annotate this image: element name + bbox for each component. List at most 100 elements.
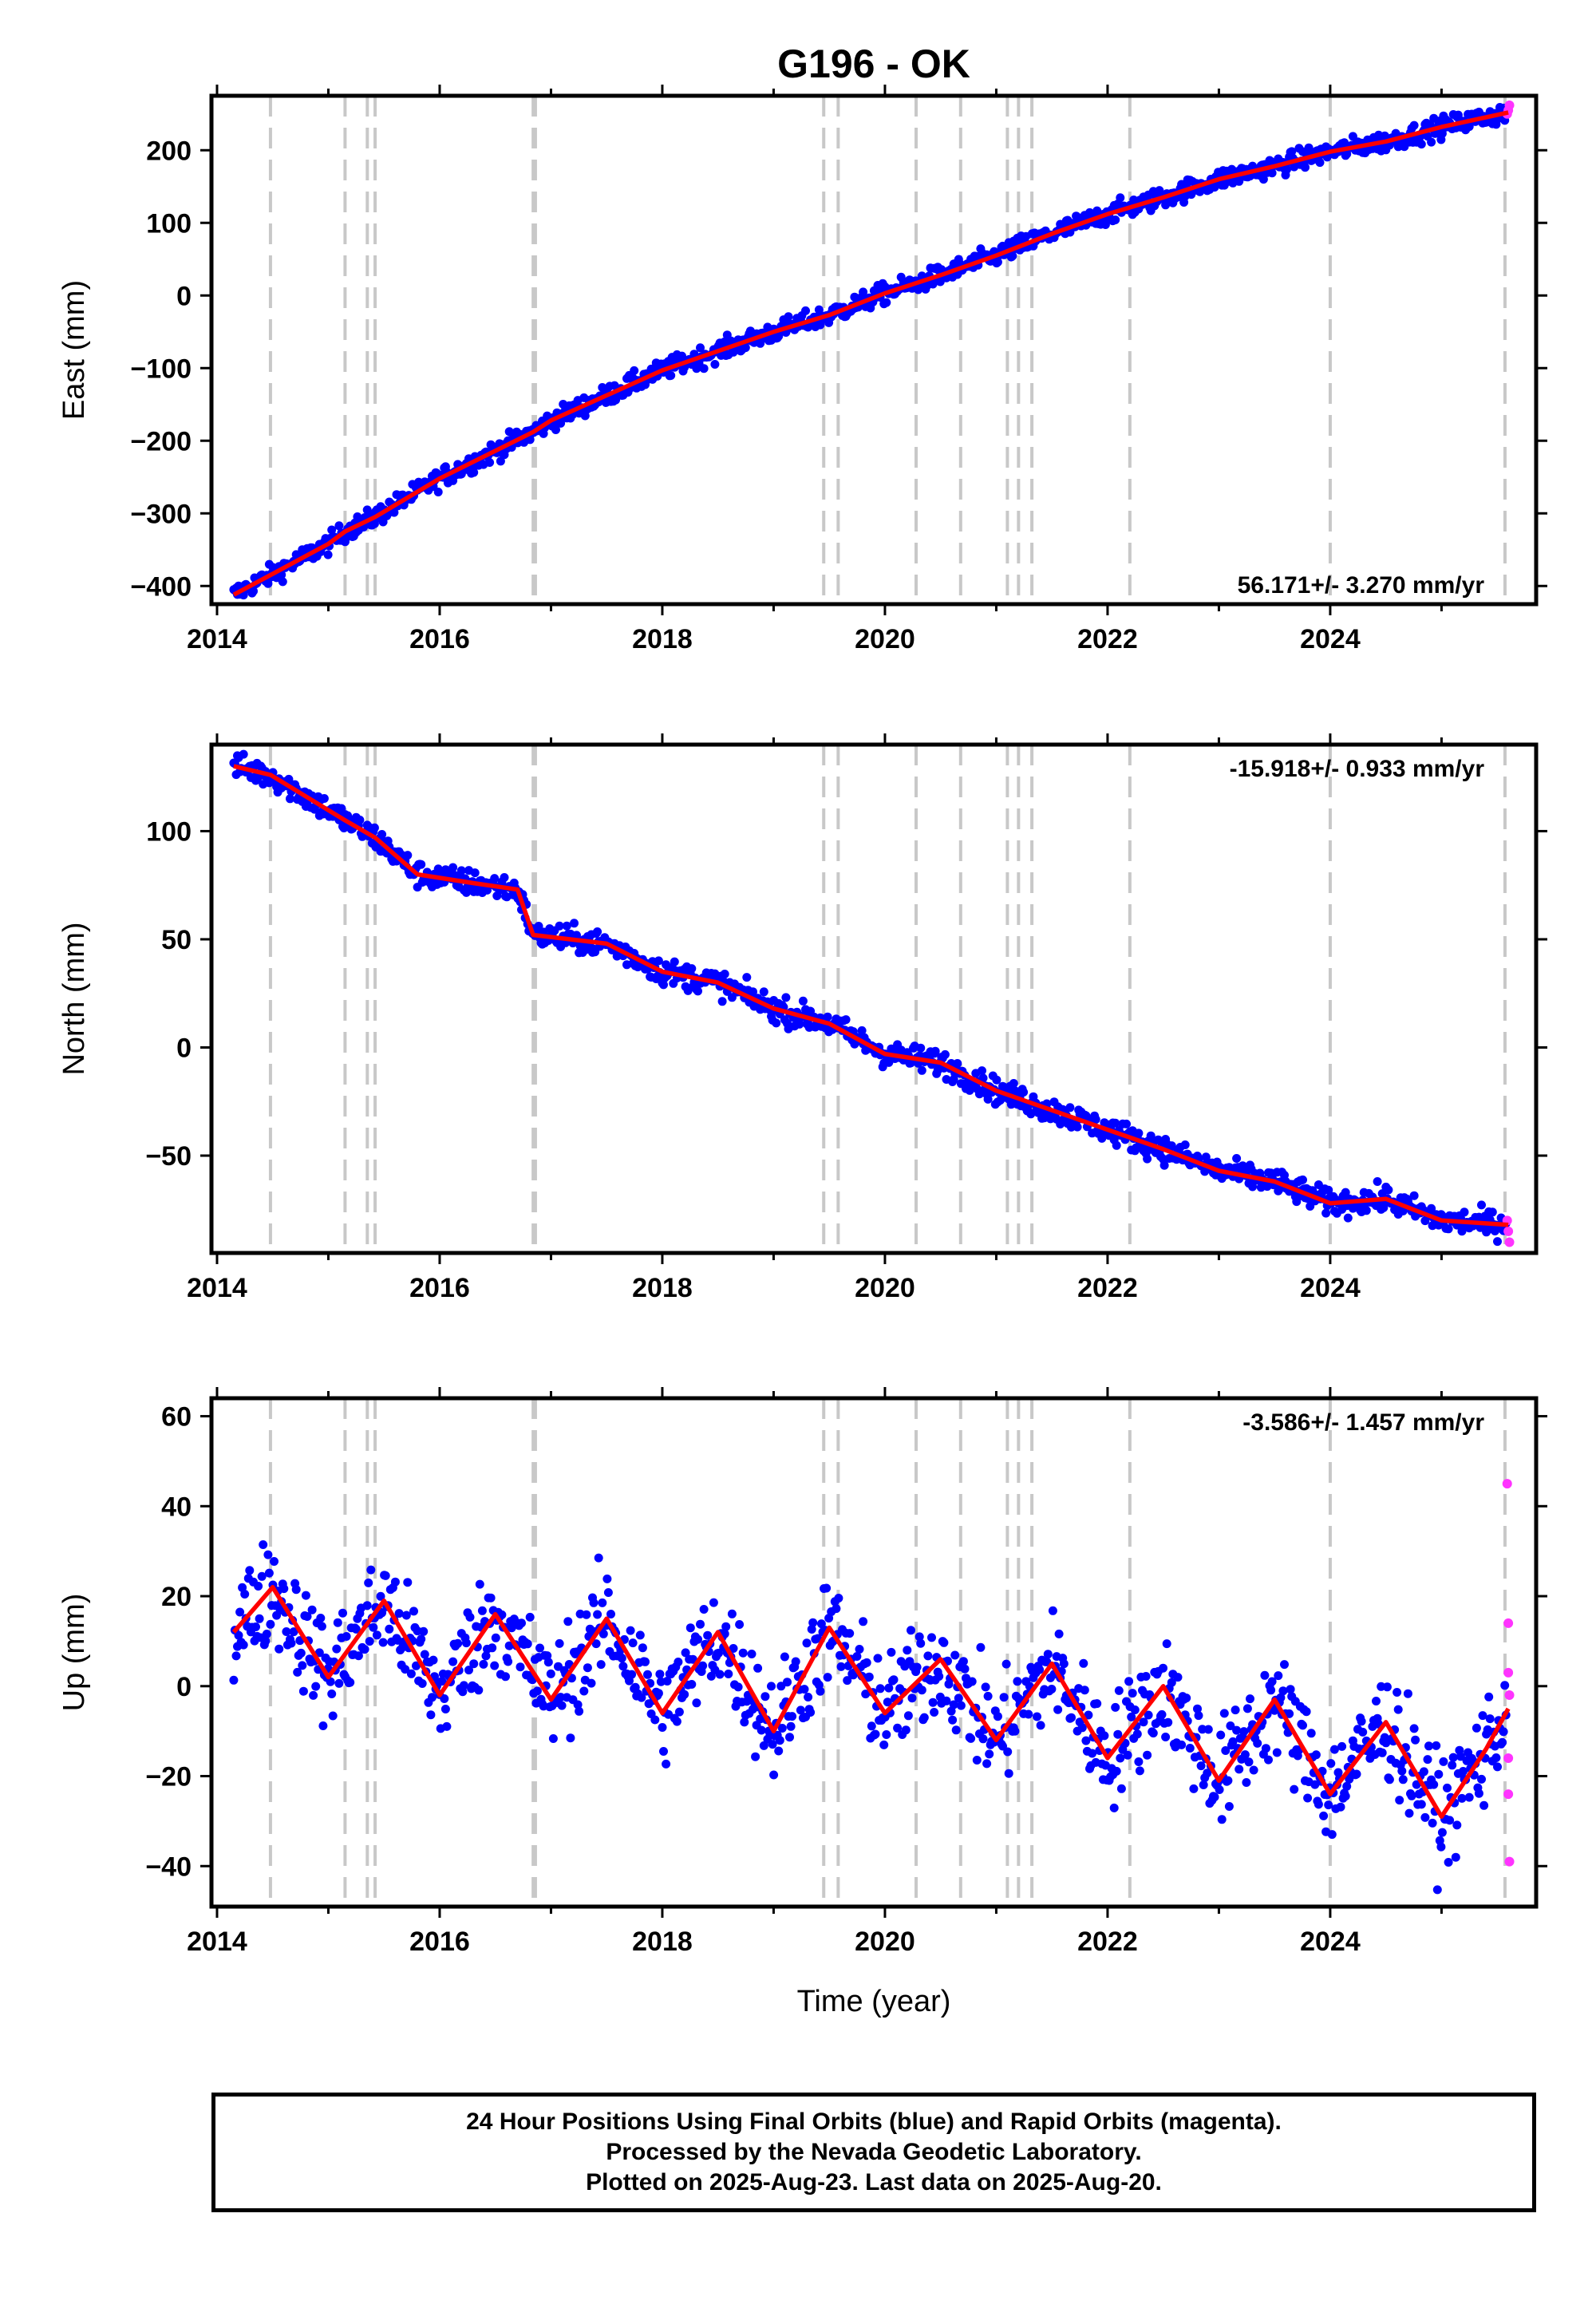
up-final-point [1124,1677,1134,1686]
up-final-point [394,1609,404,1618]
up-final-point [1092,1699,1102,1709]
up-final-point [1327,1830,1337,1840]
up-y-axis-label: Up (mm) [57,1594,91,1712]
north-final-point [1373,1177,1382,1186]
east-final-point [1282,164,1291,174]
north-panel: 2014 2016 2018 2020 2022 2024 −50 0 50 100 North (… [57,733,1547,1303]
up-final-point [1477,1774,1486,1784]
up-final-point [788,1712,797,1721]
up-final-point [1059,1659,1069,1669]
footer-box: 24 Hour Positions Using Final Orbits (bl… [211,2093,1536,2212]
up-final-point [1084,1710,1093,1720]
up-final-point [332,1644,342,1654]
up-final-point [504,1657,513,1666]
north-final-point [670,957,679,966]
up-final-point [696,1619,705,1629]
up-final-point [598,1629,608,1638]
up-final-point [1054,1629,1064,1638]
north-final-point [1065,1103,1075,1113]
up-final-point [1246,1694,1254,1704]
up-final-point [1358,1727,1368,1737]
up-final-point [365,1637,374,1646]
up-final-point [775,1736,784,1745]
up-final-point [1139,1717,1148,1727]
up-final-point [1439,1757,1448,1766]
up-final-point [958,1657,968,1666]
up-final-point [703,1630,713,1640]
up-final-point [674,1658,683,1666]
up-final-point [692,1698,701,1708]
up-final-point [1484,1692,1494,1701]
up-final-point [1134,1757,1144,1766]
east-y-tick-label: −400 [130,571,192,602]
up-final-point [535,1643,544,1653]
up-final-point [429,1655,438,1665]
up-final-point [1114,1686,1124,1695]
north-final-point [687,964,697,974]
up-rapid-point [1504,1690,1515,1701]
up-final-point [1127,1712,1136,1721]
east-final-point [1235,176,1244,186]
up-final-point [1314,1800,1323,1809]
up-final-point [573,1700,583,1709]
up-final-point [767,1682,776,1691]
north-final-point [319,794,329,803]
up-final-point [845,1629,855,1638]
up-final-point [1088,1749,1097,1758]
up-final-point [1298,1721,1307,1730]
up-final-point [966,1733,976,1743]
up-rate-label: -3.586+/- 1.457 mm/yr [1242,1409,1484,1436]
up-final-point [753,1663,763,1673]
up-final-point [751,1752,760,1761]
up-final-point [912,1662,922,1672]
up-final-point [693,1634,702,1644]
up-final-point [843,1676,852,1686]
up-final-point [1111,1702,1120,1712]
up-final-point [643,1670,652,1679]
east-rate-label: 56.171+/- 3.270 mm/yr [1238,572,1485,599]
up-final-point [867,1721,876,1731]
up-final-point [802,1638,812,1648]
up-final-point [1398,1775,1408,1784]
up-final-point [486,1593,496,1603]
north-final-point [1493,1237,1502,1247]
up-final-point [709,1598,718,1607]
up-final-point [883,1697,892,1707]
up-final-point [1270,1705,1279,1715]
up-final-point [916,1638,926,1648]
up-final-point [555,1638,564,1648]
up-final-point [917,1686,926,1695]
east-final-point [710,360,720,369]
north-rapid-point [1504,1237,1515,1247]
up-rapid-point [1503,1618,1514,1628]
up-final-point [972,1756,982,1765]
up-final-point [259,1540,268,1549]
up-final-point [327,1690,337,1698]
up-final-point [1210,1792,1219,1802]
up-final-point [270,1557,279,1566]
up-final-point [587,1678,596,1688]
up-final-point [672,1717,681,1726]
up-final-point [1278,1686,1288,1696]
up-final-point [548,1734,558,1743]
north-final-point [1361,1206,1371,1215]
north-final-point [456,866,466,875]
east-x-tick-label: 2024 [1300,624,1361,654]
up-final-point [557,1701,567,1710]
up-final-point [1479,1800,1489,1810]
up-final-point [1116,1753,1125,1763]
east-final-point [469,468,479,477]
up-final-point [638,1643,647,1653]
up-final-point [1451,1852,1460,1862]
up-final-point [491,1633,500,1642]
up-panel: 2014 2016 2018 2020 2022 2024 −40 −20 0 20 40 60 Up … [57,1387,1547,1957]
east-final-point [1301,163,1310,172]
north-final-point [857,1026,867,1035]
up-final-point [261,1636,271,1646]
north-final-point [1324,1185,1333,1195]
up-final-point [409,1607,418,1616]
up-final-point [1286,1685,1295,1694]
up-final-point [662,1759,671,1769]
up-final-point [934,1672,944,1681]
north-final-point [369,823,379,832]
